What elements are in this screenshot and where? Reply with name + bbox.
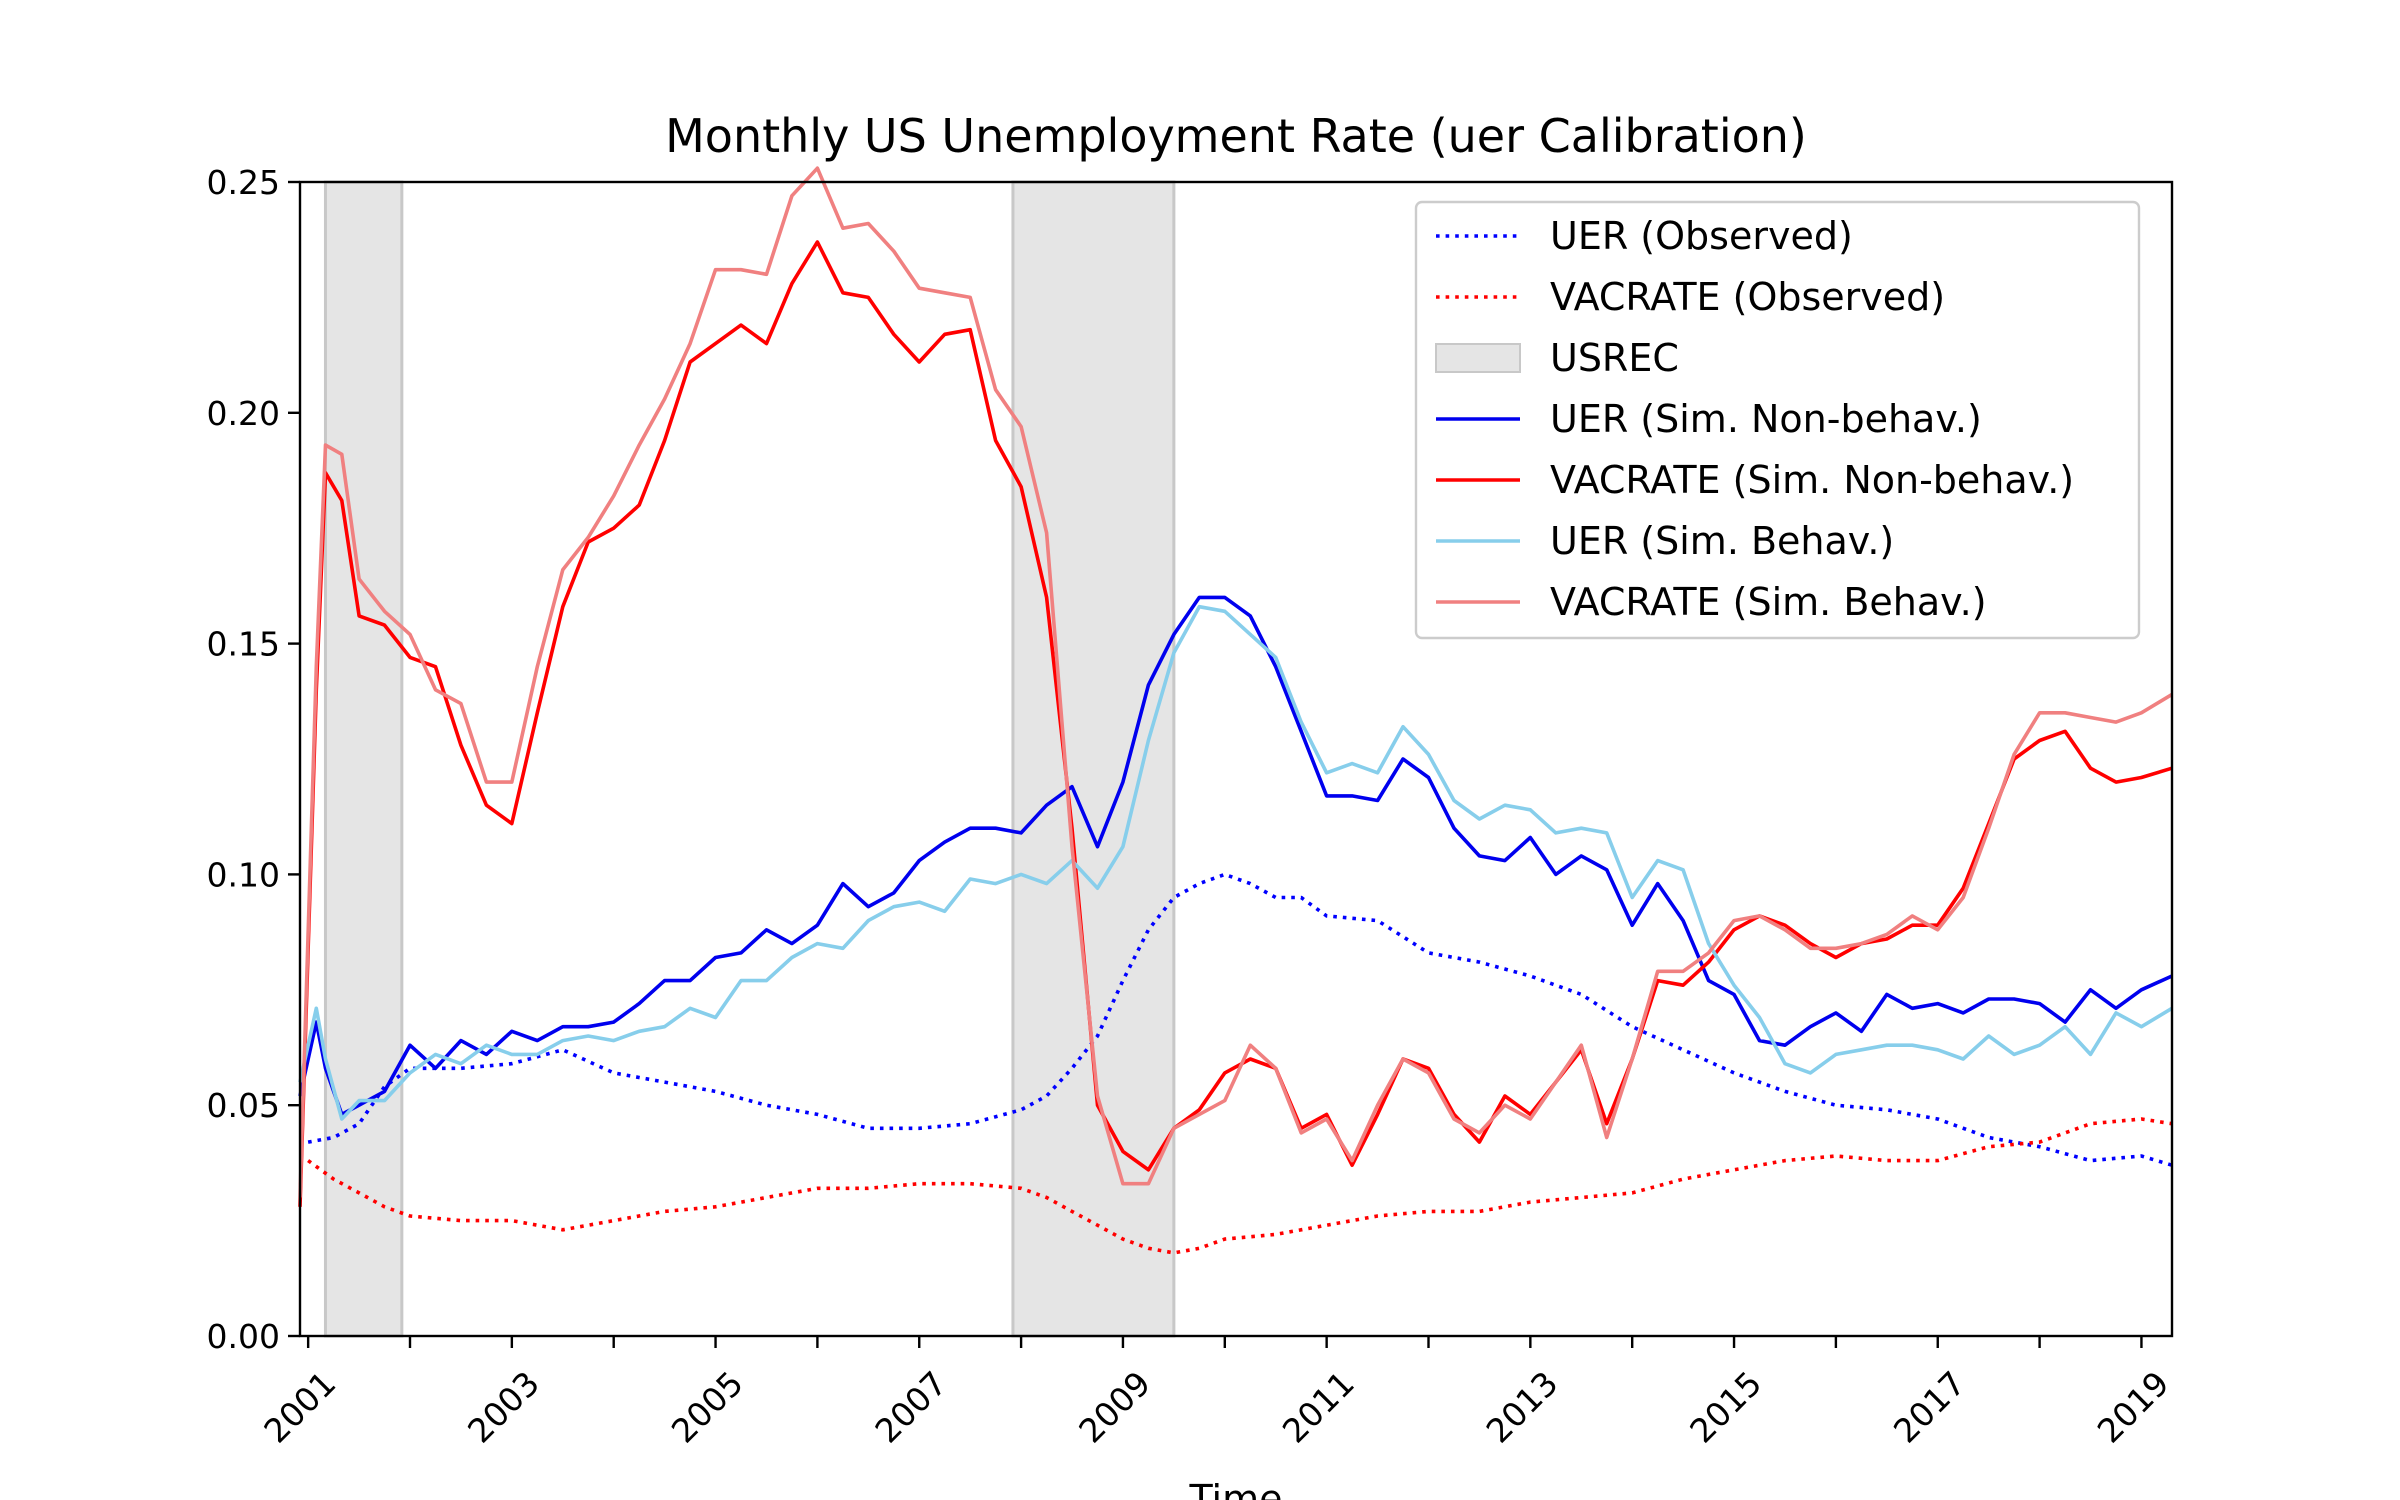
x-tick-label: 2013 bbox=[1479, 1364, 1566, 1451]
y-tick-label: 0.20 bbox=[207, 394, 280, 433]
legend-box bbox=[1414, 200, 2141, 640]
series-line-4 bbox=[298, 240, 2173, 1207]
legend-label: VACRATE (Sim. Behav.) bbox=[1550, 580, 1987, 624]
x-tick-label: 2011 bbox=[1275, 1364, 1362, 1451]
legend-label: VACRATE (Sim. Non-behav.) bbox=[1550, 458, 2074, 502]
series-layer bbox=[298, 166, 2173, 1255]
series-line-2 bbox=[307, 1117, 2173, 1255]
chart-title: Monthly US Unemployment Rate (uer Calibr… bbox=[665, 109, 1807, 163]
recession-band-1 bbox=[323, 180, 404, 1338]
x-axis-label: Time bbox=[1189, 1477, 1283, 1500]
y-tick-label: 0.05 bbox=[207, 1086, 280, 1125]
legend-swatch bbox=[1435, 343, 1521, 373]
series-line-1 bbox=[307, 872, 2173, 1167]
series-line-3 bbox=[298, 595, 2173, 1117]
y-tick-label: 0.00 bbox=[207, 1317, 280, 1356]
y-tick-label: 0.10 bbox=[207, 855, 280, 894]
x-tick-label: 2009 bbox=[1071, 1364, 1158, 1451]
legend: UER (Observed) VACRATE (Observed) USREC UER… bbox=[1414, 200, 2141, 640]
x-tick-label: 2003 bbox=[460, 1364, 547, 1451]
x-tick-label: 2005 bbox=[664, 1364, 751, 1451]
legend-label: UER (Sim. Behav.) bbox=[1550, 519, 1894, 563]
plot-frame bbox=[298, 180, 2174, 1338]
series-line-5 bbox=[298, 604, 2173, 1121]
legend-label: UER (Sim. Non-behav.) bbox=[1550, 397, 1982, 441]
series-line-6 bbox=[298, 166, 2173, 1198]
recession-band-2 bbox=[1011, 180, 1176, 1338]
x-tick-label: 2019 bbox=[2090, 1364, 2177, 1451]
x-tick-label: 2001 bbox=[256, 1364, 343, 1451]
legend-label: USREC bbox=[1550, 336, 1679, 380]
legend-label: VACRATE (Observed) bbox=[1550, 275, 1945, 319]
x-tick-label: 2007 bbox=[867, 1364, 954, 1451]
y-tick-label: 0.25 bbox=[207, 163, 280, 202]
recession-shading-layer bbox=[323, 180, 1176, 1338]
x-tick-label: 2015 bbox=[1682, 1364, 1769, 1451]
legend-label: UER (Observed) bbox=[1550, 214, 1853, 258]
x-tick-label: 2017 bbox=[1886, 1364, 1973, 1451]
y-tick-label: 0.15 bbox=[207, 625, 280, 664]
